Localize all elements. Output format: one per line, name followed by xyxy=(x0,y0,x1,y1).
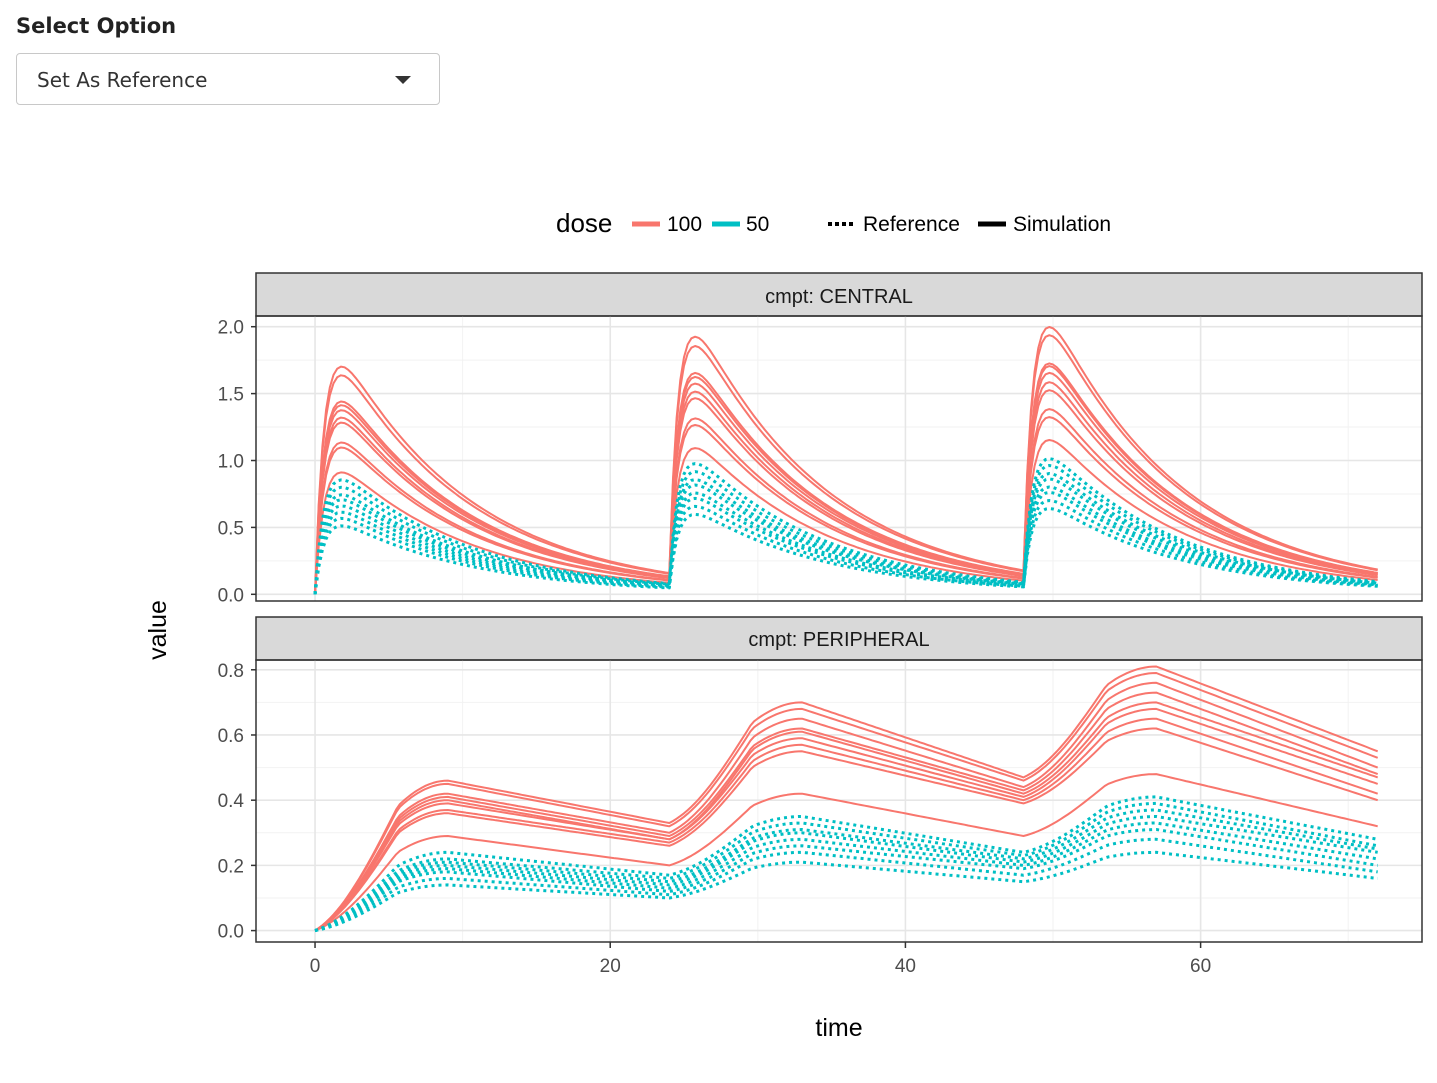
series-line-dose-100-simulation xyxy=(314,381,1378,595)
x-axis: 0 20 40 60 xyxy=(310,942,1211,977)
series-line-dose-50-reference xyxy=(314,821,1378,933)
series-line-dose-100-simulation xyxy=(314,371,1378,595)
legend: dose 100 50 Reference Simulation xyxy=(556,208,1111,238)
y-tick-label: 0.0 xyxy=(218,585,244,606)
series-line-dose-100-simulation xyxy=(314,681,1379,932)
y-tick-label: 0.2 xyxy=(218,856,244,877)
panel-border-peripheral xyxy=(255,659,1423,943)
legend-label-100: 100 xyxy=(667,213,702,236)
strip-label-central: cmpt: CENTRAL xyxy=(765,286,913,308)
series-line-dose-100-simulation xyxy=(314,727,1379,932)
strip-central xyxy=(255,272,1423,317)
x-tick-label: 60 xyxy=(1190,956,1211,977)
panel-peripheral: cmpt: PERIPHERAL 0.0 0.2 0.4 0.6 0.8 xyxy=(218,616,1423,943)
series-line-dose-50-reference xyxy=(314,815,1378,933)
series-line-dose-100-simulation xyxy=(314,665,1379,932)
series-line-dose-50-reference xyxy=(314,850,1378,933)
y-axis-title: value xyxy=(144,600,172,660)
series-line-dose-100-simulation xyxy=(314,773,1378,932)
x-tick-label: 40 xyxy=(895,956,916,977)
selected-option-value: Set As Reference xyxy=(37,68,208,92)
series-line-dose-100-simulation xyxy=(314,707,1379,932)
series-line-dose-50-reference xyxy=(314,837,1378,933)
legend-label-50: 50 xyxy=(746,213,769,236)
grid-central xyxy=(256,316,1422,601)
series-line-dose-100-simulation xyxy=(314,408,1378,595)
series-line-dose-100-simulation xyxy=(314,365,1378,595)
x-axis-title: time xyxy=(815,1014,862,1042)
series-peripheral xyxy=(314,665,1379,933)
series-line-dose-100-simulation xyxy=(314,326,1378,595)
y-tick-label: 0.6 xyxy=(218,726,244,747)
panel-border-central xyxy=(255,315,1423,602)
strip-label-peripheral: cmpt: PERIPHERAL xyxy=(748,629,929,651)
series-central xyxy=(313,326,1378,595)
series-line-dose-50-reference xyxy=(313,485,1378,595)
series-line-dose-100-simulation xyxy=(314,334,1378,595)
y-tick-label: 2.0 xyxy=(218,318,244,339)
y-tick-label: 0.4 xyxy=(218,791,245,812)
series-line-dose-100-simulation xyxy=(314,439,1378,595)
select-option-label: Select Option xyxy=(16,14,177,38)
chevron-down-icon xyxy=(395,76,411,84)
series-line-dose-50-reference xyxy=(313,499,1378,595)
y-tick-label: 0.0 xyxy=(218,922,244,943)
x-tick-label: 20 xyxy=(600,956,621,977)
series-line-dose-50-reference xyxy=(314,801,1378,933)
y-axis-peripheral: 0.0 0.2 0.4 0.6 0.8 xyxy=(218,661,256,943)
series-line-dose-100-simulation xyxy=(314,672,1379,932)
y-tick-label: 1.0 xyxy=(218,452,244,473)
series-line-dose-100-simulation xyxy=(314,701,1379,932)
series-line-dose-50-reference xyxy=(313,477,1378,595)
y-tick-label: 1.5 xyxy=(218,385,244,406)
series-line-dose-100-simulation xyxy=(314,389,1378,595)
y-axis-central: 0.0 0.5 1.0 1.5 2.0 xyxy=(218,318,256,606)
series-line-dose-50-reference xyxy=(314,808,1378,933)
legend-label-simulation: Simulation xyxy=(1013,213,1111,236)
option-dropdown[interactable]: Set As Reference xyxy=(16,53,440,105)
series-line-dose-50-reference xyxy=(314,795,1378,933)
legend-label-reference: Reference xyxy=(863,213,960,236)
series-line-dose-100-simulation xyxy=(314,416,1378,595)
panel-central: cmpt: CENTRAL 0.0 0.5 1.0 1.5 2.0 xyxy=(218,272,1423,606)
strip-peripheral xyxy=(255,616,1423,661)
series-line-dose-50-reference xyxy=(313,464,1378,595)
series-line-dose-100-simulation xyxy=(314,691,1379,932)
series-line-dose-50-reference xyxy=(313,457,1378,595)
y-tick-label: 0.5 xyxy=(218,518,244,539)
y-tick-label: 0.8 xyxy=(218,661,244,682)
legend-title-dose: dose xyxy=(556,208,612,238)
x-tick-label: 0 xyxy=(310,956,321,977)
series-line-dose-100-simulation xyxy=(314,717,1379,932)
